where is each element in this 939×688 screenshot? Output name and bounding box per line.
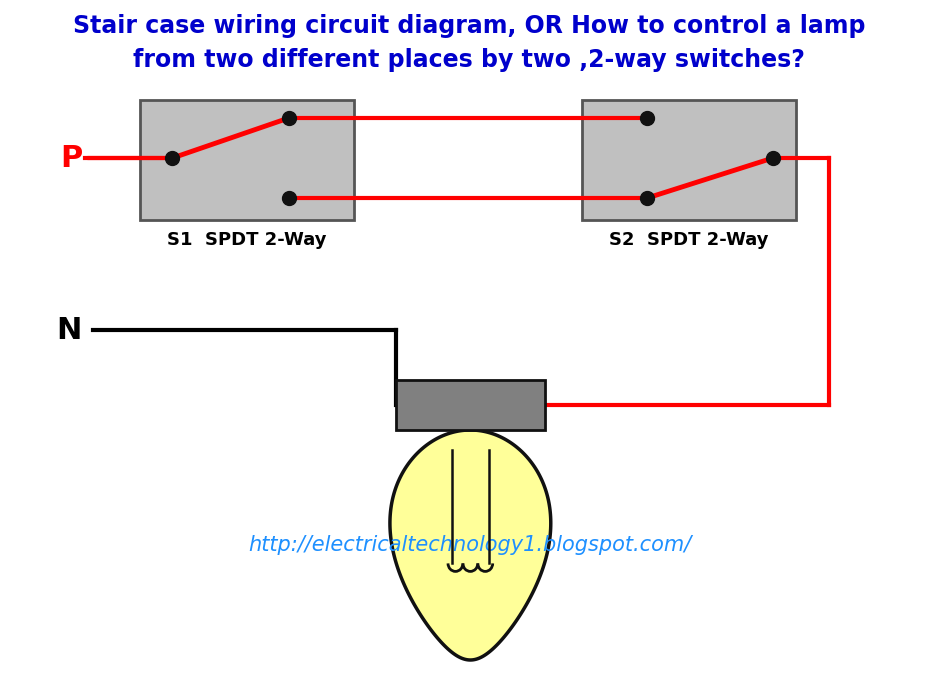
Text: from two different places by two ,2-way switches?: from two different places by two ,2-way … bbox=[133, 48, 806, 72]
Text: N: N bbox=[56, 316, 82, 345]
FancyBboxPatch shape bbox=[396, 380, 545, 430]
Point bbox=[165, 153, 180, 164]
Point bbox=[765, 153, 780, 164]
Point bbox=[282, 193, 297, 204]
Point bbox=[639, 193, 654, 204]
Point bbox=[282, 113, 297, 124]
Text: http://electricaltechnology1.blogspot.com/: http://electricaltechnology1.blogspot.co… bbox=[248, 535, 691, 555]
Point bbox=[639, 113, 654, 124]
Text: Stair case wiring circuit diagram, OR How to control a lamp: Stair case wiring circuit diagram, OR Ho… bbox=[73, 14, 866, 38]
Text: S1  SPDT 2-Way: S1 SPDT 2-Way bbox=[167, 231, 327, 249]
FancyBboxPatch shape bbox=[140, 100, 354, 220]
FancyBboxPatch shape bbox=[582, 100, 796, 220]
Text: P: P bbox=[61, 144, 83, 173]
Polygon shape bbox=[390, 430, 551, 660]
Text: S2  SPDT 2-Way: S2 SPDT 2-Way bbox=[609, 231, 769, 249]
